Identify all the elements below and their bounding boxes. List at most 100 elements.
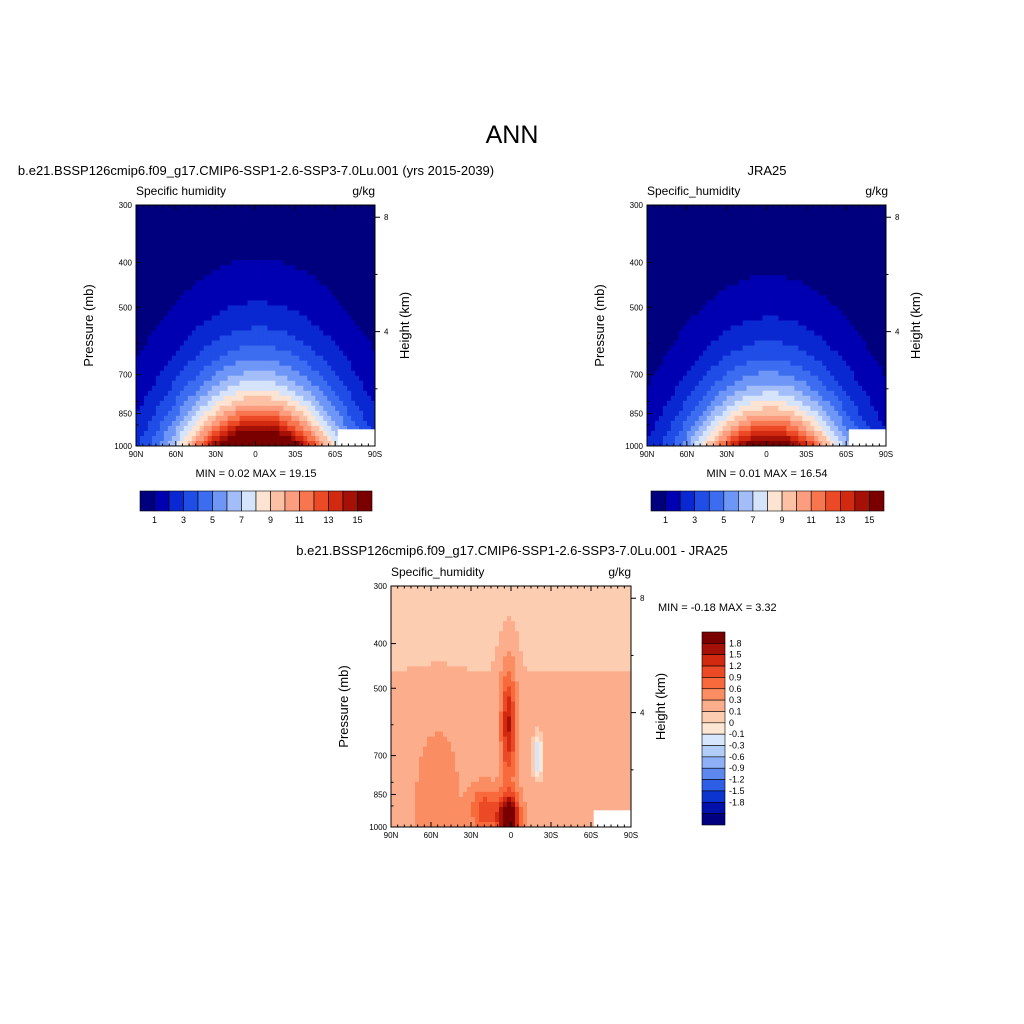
contour-cell [299,285,304,291]
contour-cell [307,280,312,286]
contour-cell [686,315,692,321]
contour-cell [866,280,871,286]
contour-cell [339,260,344,266]
contour-cell [355,390,360,397]
contour-cell [327,235,332,241]
contour-cell [295,300,300,306]
contour-cell [247,205,252,211]
contour-cell [155,270,161,276]
contour-cell [299,215,304,221]
contour-cell [303,440,308,447]
contour-cell [147,280,153,286]
contour-cell [303,220,308,226]
contour-cell [343,405,348,412]
contour-cell [862,315,867,321]
contour-cell [171,390,177,397]
contour-cell [235,355,240,362]
contour-cell [151,320,157,326]
contour-cell [136,385,141,392]
contour-cell [136,270,141,276]
contour-cell [858,325,863,331]
contour-cell [874,315,879,321]
contour-cell [219,350,225,357]
contour-cell [666,255,672,261]
contour-cell [818,360,823,367]
contour-cell [187,255,193,261]
contour-cell [303,390,308,397]
contour-cell [367,245,372,251]
contour-cell [674,225,680,231]
contour-cell [143,255,149,261]
contour-cell [215,210,221,216]
contour-cell [275,265,280,271]
contour-cell [211,305,217,311]
contour-cell [283,380,288,387]
contour-cell [698,240,704,246]
contour-cell [814,255,819,261]
contour-cell [323,270,328,276]
contour-cell [802,235,807,241]
contour-cell [770,205,775,211]
contour-cell [311,390,316,397]
contour-cell [151,240,157,246]
contour-cell [650,320,656,326]
contour-cell [367,295,372,301]
contour-cell [279,235,284,241]
contour-cell [303,325,308,331]
contour-cell [830,335,835,341]
contour-cell [227,365,232,372]
contour-cell [199,375,205,382]
contour-cell [762,220,767,226]
contour-cell [710,290,716,296]
contour-cell [143,280,149,286]
contour-cell [838,305,843,311]
contour-cell [363,225,368,231]
contour-cell [311,440,316,447]
contour-cell [730,265,736,271]
contour-cell [231,315,236,321]
contour-cell [654,320,660,326]
contour-cell [307,340,312,346]
contour-cell [690,310,696,316]
contour-cell [734,255,740,261]
contour-cell [790,245,795,251]
contour-cell [770,245,775,251]
contour-cell [654,265,660,271]
contour-cell [267,300,272,306]
contour-cell [267,430,272,437]
contour-cell [339,325,344,331]
contour-cell [223,265,229,271]
contour-cell [323,210,328,216]
contour-cell [742,345,747,351]
contour-cell [143,410,149,417]
contour-cell [714,210,720,216]
contour-cell [139,340,145,346]
contour-cell [722,270,728,276]
contour-cell [215,205,221,211]
contour-cell [303,320,308,326]
contour-cell [846,320,851,326]
contour-cell [710,250,716,256]
contour-cell [674,330,680,336]
contour-cell [315,335,320,341]
contour-cell [235,325,240,331]
contour-cell [295,260,300,266]
contour-cell [722,210,728,216]
contour-cell [315,340,320,346]
contour-cell [762,310,767,316]
contour-cell [347,345,352,351]
contour-cell [147,320,153,326]
contour-cell [682,275,688,281]
contour-cell [710,285,716,291]
contour-cell [223,305,229,311]
contour-cell [191,435,197,442]
contour-cell [235,305,240,311]
contour-cell [139,280,145,286]
contour-cell [335,240,340,246]
contour-cell [746,225,751,231]
colorbar-swatch [241,490,257,512]
contour-cell [151,425,157,432]
contour-cell [259,340,264,346]
contour-cell [271,280,276,286]
contour-cell [235,330,240,336]
